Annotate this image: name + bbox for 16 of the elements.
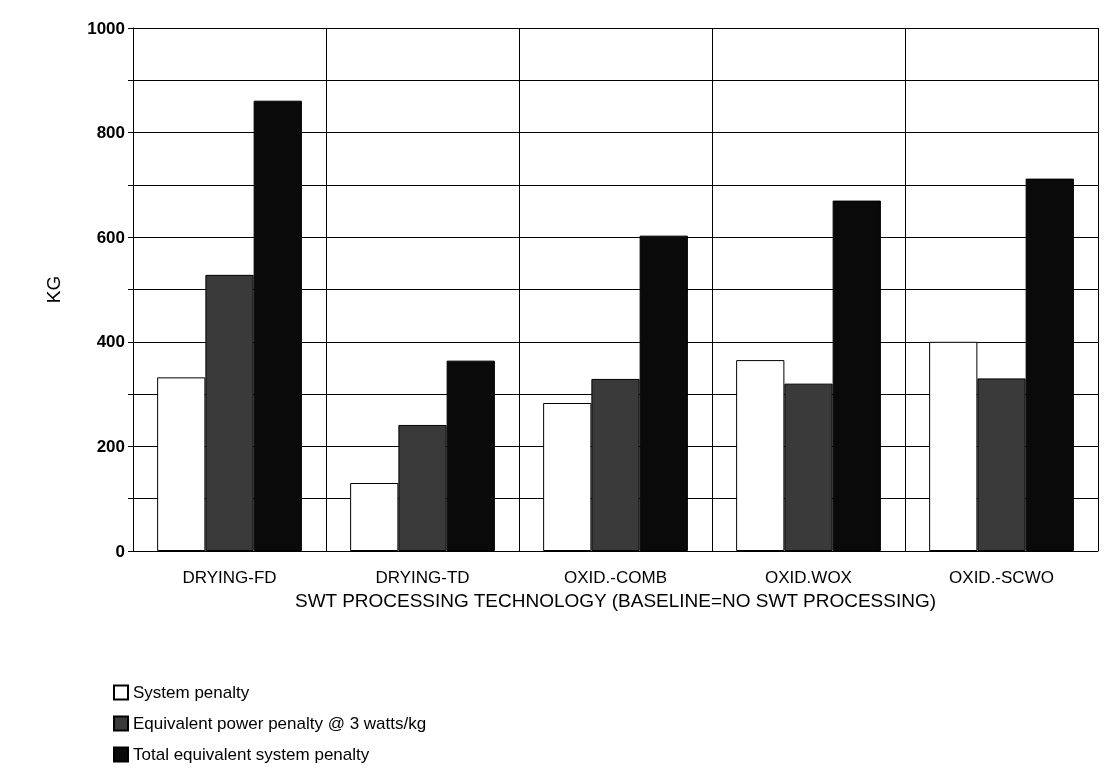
legend-label: Equivalent power penalty @ 3 watts/kg [133,714,427,733]
x-axis-title: SWT PROCESSING TECHNOLOGY (BASELINE=NO SWT PROCESSING) [294,590,937,611]
y-tick-label: 800 [96,123,125,143]
legend-label: Total equivalent system penalty [133,745,370,764]
x-tick-label: OXID.-SCWO [949,568,1054,587]
x-tick-label: OXID.-COMB [564,568,667,587]
y-tick-label: 600 [96,227,125,247]
x-tick-label: DRYING-TD [375,568,470,587]
y-tick-label: 200 [96,436,125,456]
legend-label: System penalty [133,683,250,702]
x-tick-label: OXID.WOX [765,568,852,587]
y-axis-title: KG [43,275,64,304]
y-tick-label: 0 [115,541,125,561]
y-tick-label: 400 [96,332,125,352]
x-tick-label: DRYING-FD [182,568,277,587]
y-tick-label: 1000 [87,18,125,38]
